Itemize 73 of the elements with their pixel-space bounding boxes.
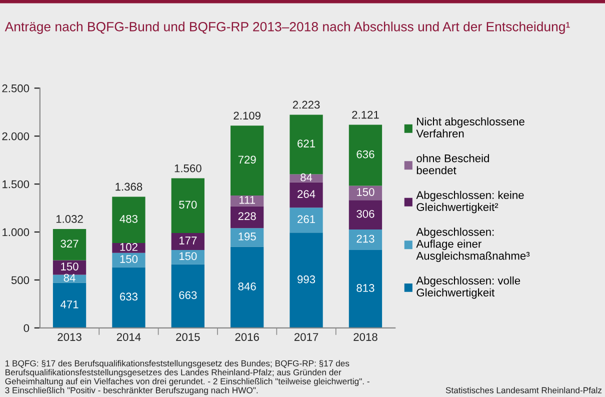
data-label: 195	[238, 232, 256, 240]
data-label: 570	[179, 200, 197, 209]
data-label: 150	[120, 255, 138, 263]
data-label: 306	[356, 210, 374, 218]
y-tick-label: 1.000	[2, 228, 30, 236]
bar	[171, 264, 204, 328]
data-label: 729	[238, 156, 256, 164]
y-tick-label: 1.500	[2, 180, 30, 188]
legend-label: Abgeschlossen: Auflage einer Ausgleichsmaßnahme³	[416, 228, 530, 262]
bar	[52, 282, 86, 328]
bar	[112, 267, 146, 328]
data-label: 150	[61, 262, 78, 270]
bar	[230, 246, 264, 328]
x-tick-label: 2015	[176, 333, 200, 341]
data-label: 150	[357, 188, 374, 196]
bar	[348, 230, 382, 250]
chart-title: Anträge nach BQFG-Bund und BQFG-RP 2013–2018 nach Abschluss und Art der Entscheidung¹	[4, 22, 570, 34]
data-label: 813	[356, 284, 374, 292]
bar	[171, 232, 204, 250]
text: 1 BQFG: §17 des Berufsqualifikationsfeststellungsgesetz des Bundes; BQFG-RP: §17 des Berufsqualifikationsfeststellungsgesetzes des Landes Rheinland-Pfalz; aus Gründen der Geheimhaltung auf ein Vielfaches von drei gerundet. - 2 Einschließlich "teilweise gleichwertig". - 3 Einschließlich "Positiv - beschränkter Berufszugang nach HWO".	[5, 360, 370, 396]
legend-label: Abgeschlossen: keine Gleichwertigkeit²	[416, 190, 524, 214]
x-tick-label: 2017	[294, 333, 318, 341]
data-label: 663	[179, 291, 197, 300]
total-label: 2.223	[292, 100, 320, 109]
bar	[230, 228, 264, 247]
data-label: 264	[298, 190, 316, 198]
data-label: 636	[356, 150, 374, 158]
total-label: 1.560	[174, 164, 202, 172]
text: Statistisches Landesamt Rheinland-Pfalz	[446, 386, 602, 394]
bar	[348, 124, 382, 186]
data-label: 213	[356, 234, 374, 243]
bar	[230, 126, 264, 196]
data-label: 327	[60, 240, 78, 248]
bar	[290, 182, 323, 208]
data-label: 483	[120, 214, 138, 223]
y-tick-label: 0	[24, 324, 30, 332]
y-tick-label: 2.000	[2, 132, 30, 140]
data-label: 621	[298, 140, 316, 148]
data-label: 84	[64, 274, 76, 282]
data-label: 846	[238, 282, 256, 290]
total-label: 1.368	[116, 182, 142, 191]
legend-label: ohne Bescheid beendet	[416, 154, 489, 174]
data-label: 150	[179, 252, 197, 260]
data-label: 261	[298, 215, 316, 224]
total-label: 2.121	[352, 110, 379, 119]
x-tick-label: 2014	[116, 333, 141, 341]
x-tick-label: 2013	[58, 333, 82, 341]
legend-label: Nicht abgeschlossene Verfahren	[416, 117, 524, 138]
legend-label: Abgeschlossen: volle Gleichwertigkeit	[416, 276, 520, 299]
bar	[290, 114, 323, 174]
y-tick-label: 500	[11, 276, 30, 284]
y-tick-label: 2.500	[2, 84, 30, 92]
data-label: 228	[238, 212, 256, 220]
data-label: 111	[239, 196, 255, 204]
bar	[112, 196, 146, 244]
data-label: 993	[298, 275, 316, 284]
bar	[348, 250, 382, 328]
data-label: 177	[179, 236, 197, 244]
bar	[171, 250, 204, 264]
data-label: 84	[300, 173, 312, 182]
total-label: 1.032	[56, 215, 83, 223]
bar	[290, 232, 323, 328]
data-label: 102	[120, 243, 138, 251]
x-tick-label: 2018	[354, 333, 378, 341]
data-label: 471	[60, 300, 78, 308]
bar	[348, 200, 382, 230]
data-label: 633	[120, 292, 138, 301]
x-tick-label: 2016	[235, 333, 259, 341]
total-label: 2.109	[234, 112, 260, 120]
bar	[290, 208, 323, 233]
bar	[230, 206, 264, 228]
bar	[171, 178, 204, 233]
bar	[52, 228, 86, 260]
